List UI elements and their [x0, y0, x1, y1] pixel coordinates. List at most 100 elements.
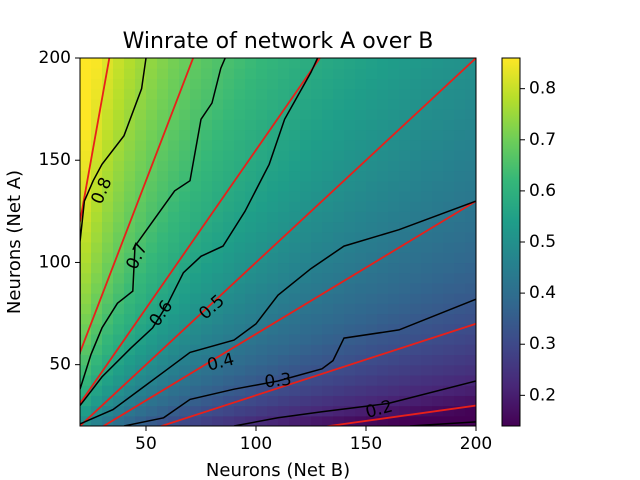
heatmap-cell	[91, 354, 103, 366]
heatmap-cell	[289, 323, 301, 335]
heatmap-cell	[256, 344, 268, 356]
heatmap-cell	[278, 150, 290, 161]
heatmap-cell	[146, 211, 158, 223]
heatmap-cell	[190, 58, 202, 69]
heatmap-cell	[168, 415, 180, 426]
heatmap-cell	[322, 354, 334, 366]
heatmap-cell	[135, 272, 147, 284]
heatmap-cell	[454, 109, 466, 120]
heatmap-cell	[124, 78, 136, 90]
heatmap-cell	[322, 395, 334, 407]
heatmap-cell	[212, 88, 224, 100]
heatmap-cell	[102, 98, 114, 110]
heatmap-cell	[454, 211, 466, 223]
heatmap-cell	[256, 88, 268, 100]
heatmap-cell	[432, 395, 444, 407]
heatmap-cell	[234, 78, 246, 90]
heatmap-cell	[377, 242, 389, 253]
heatmap-cell	[168, 313, 180, 325]
heatmap-cell	[124, 170, 136, 182]
heatmap-cell	[245, 354, 257, 366]
heatmap-cell	[333, 395, 345, 407]
heatmap-cell	[432, 129, 444, 141]
heatmap-cell	[278, 303, 290, 315]
heatmap-cell	[278, 98, 290, 110]
heatmap-cell	[190, 78, 202, 90]
heatmap-cell	[157, 272, 169, 284]
heatmap-cell	[322, 170, 334, 182]
heatmap-cell	[223, 323, 235, 335]
heatmap-cell	[212, 68, 224, 80]
heatmap-cell	[333, 374, 345, 386]
heatmap-cell	[223, 98, 235, 110]
heatmap-cell	[355, 303, 367, 315]
heatmap-cell	[124, 68, 136, 80]
heatmap-cell	[91, 262, 103, 274]
heatmap-cell	[377, 221, 389, 233]
heatmap-cell	[146, 139, 158, 151]
heatmap-cell	[465, 119, 476, 131]
heatmap-cell	[256, 211, 268, 223]
heatmap-cell	[388, 170, 400, 182]
heatmap-cell	[432, 78, 444, 90]
heatmap-cell	[113, 395, 125, 407]
heatmap-cell	[344, 344, 356, 356]
heatmap-cell	[410, 374, 422, 386]
heatmap-cell	[201, 129, 213, 141]
heatmap-cell	[366, 303, 378, 315]
heatmap-cell	[432, 374, 444, 386]
heatmap-cell	[344, 385, 356, 396]
heatmap-cell	[344, 180, 356, 192]
heatmap-cell	[212, 282, 224, 294]
heatmap-cell	[454, 364, 466, 376]
heatmap-cell	[410, 160, 422, 172]
contour-line	[80, 200, 476, 425]
heatmap-cell	[366, 211, 378, 223]
heatmap-cell	[245, 180, 257, 192]
heatmap-cell	[113, 139, 125, 151]
heatmap-cell	[443, 129, 455, 141]
heatmap-cell	[201, 119, 213, 131]
heatmap-cell	[91, 160, 103, 172]
heatmap-cell	[289, 313, 301, 325]
heatmap-cell	[146, 231, 158, 243]
heatmap-cell	[454, 242, 466, 253]
heatmap-cell	[190, 170, 202, 182]
heatmap-cell	[201, 190, 213, 202]
heatmap-cell	[289, 252, 301, 264]
heatmap-cell	[102, 405, 114, 417]
heatmap-cell	[289, 58, 301, 69]
heatmap-cell	[212, 415, 224, 426]
heatmap-cell	[465, 180, 476, 192]
heatmap-cell	[311, 190, 323, 202]
heatmap-cell	[344, 374, 356, 386]
heatmap-cell	[333, 190, 345, 202]
heatmap-cell	[388, 119, 400, 131]
heatmap-cell	[355, 68, 367, 80]
heatmap-cell	[344, 119, 356, 131]
heatmap-cell	[333, 78, 345, 90]
heatmap-cell	[333, 109, 345, 120]
heatmap-cell	[377, 88, 389, 100]
heatmap-cell	[190, 88, 202, 100]
heatmap-cell	[245, 272, 257, 284]
heatmap-cell	[113, 293, 125, 304]
heatmap-cell	[102, 282, 114, 294]
heatmap-cell	[410, 405, 422, 417]
heatmap-cell	[454, 344, 466, 356]
heatmap-cell	[465, 395, 476, 407]
heatmap-cell	[201, 415, 213, 426]
heatmap-cell	[322, 119, 334, 131]
heatmap-cell	[190, 415, 202, 426]
heatmap-cell	[135, 262, 147, 274]
heatmap-cell	[157, 313, 169, 325]
heatmap-cell	[421, 344, 433, 356]
heatmap-cell	[212, 109, 224, 120]
heatmap-cell	[443, 303, 455, 315]
heatmap-cell	[377, 385, 389, 396]
heatmap-cell	[322, 374, 334, 386]
heatmap-cell	[91, 395, 103, 407]
heatmap-cell	[465, 293, 476, 304]
heatmap-cell	[168, 364, 180, 376]
y-tick-label: 150	[39, 150, 71, 170]
